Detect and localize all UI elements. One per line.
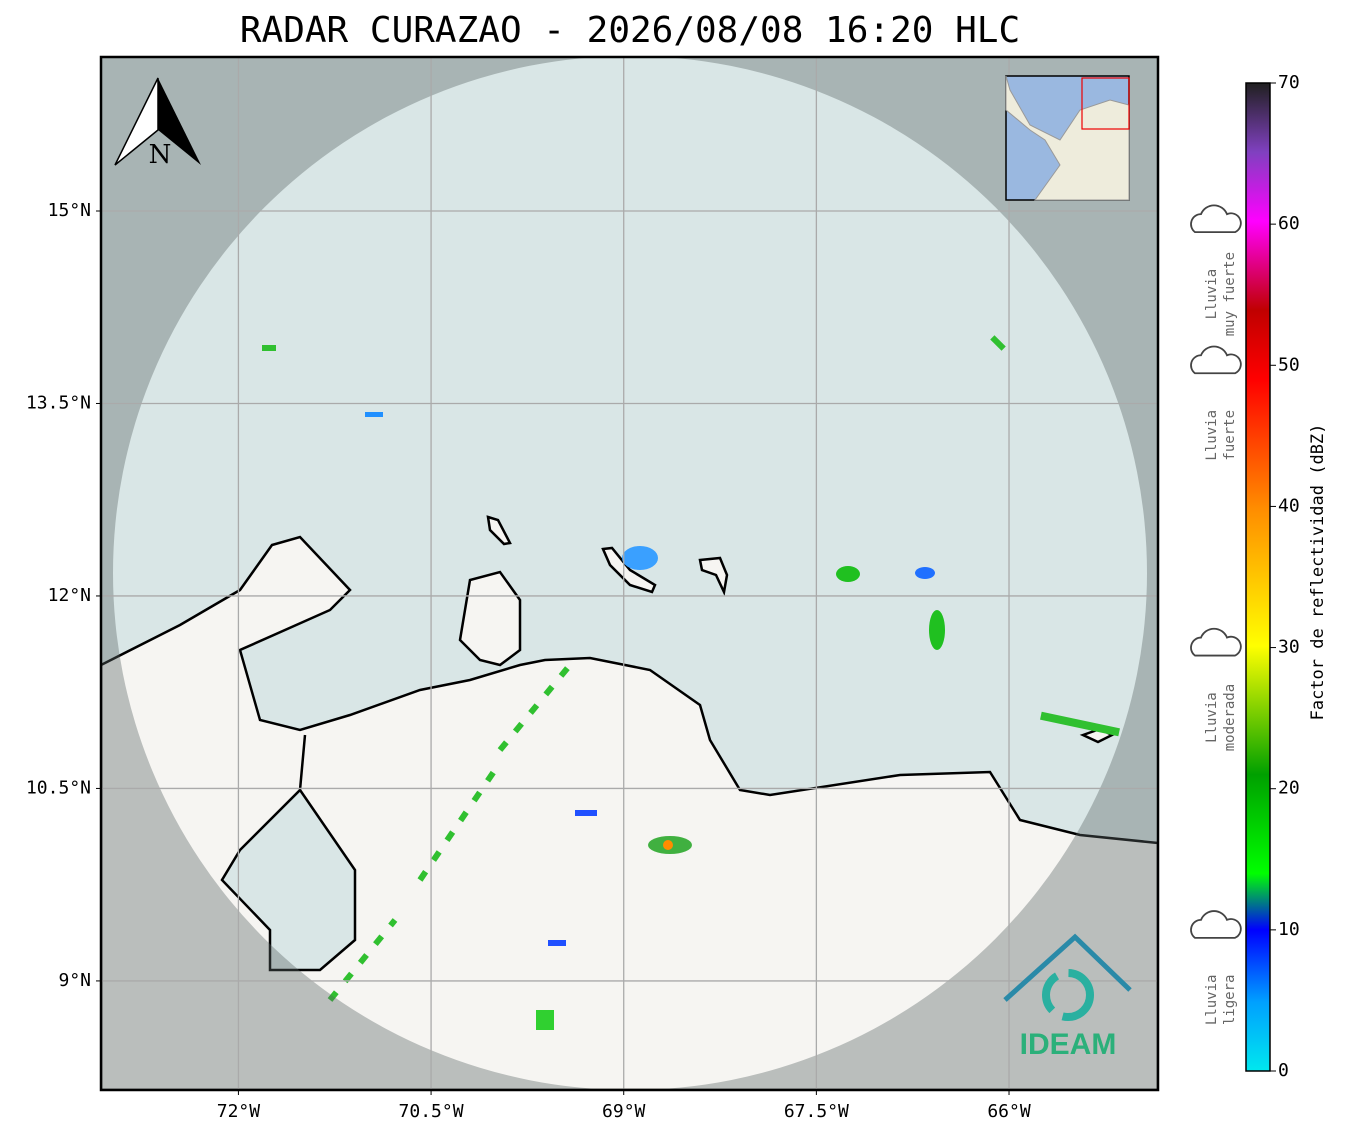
colorbar-tick-label: 30 [1278,637,1300,658]
legend-label: moderada [1222,684,1238,751]
legend-label: fuerte [1222,410,1238,461]
y-tick-label: 13.5°N [26,392,91,413]
colorbar-tick-label: 40 [1278,495,1300,516]
colorbar-label: Factor de reflectividad (dBZ) [1308,424,1328,721]
radar-echoes [262,335,1120,1030]
logo: IDEAM [1003,933,1132,1061]
title: RADAR CURAZAO - 2026/08/08 16:20 HLC [240,10,1020,51]
x-tick-label: 67.5°W [784,1101,849,1122]
colorbar-tick-label: 60 [1278,213,1300,234]
rain-icon [1190,345,1242,375]
map-frame [99,55,1160,1092]
legend-label: Lluvia [1204,975,1220,1026]
legend-label: ligera [1222,975,1238,1026]
paraguana [458,570,522,667]
legend-label: muy fuerte [1222,252,1238,336]
land [101,535,1158,1090]
legend-label: Lluvia [1204,692,1220,743]
y-tick-label: 10.5°N [26,777,91,798]
legend-item: Lluvia moderada [1190,627,1242,751]
rain-icon [1190,204,1242,234]
lake-maracaibo [220,734,357,972]
colorbar-tick-label: 20 [1278,778,1300,799]
colorbar-tick-label: 50 [1278,354,1300,375]
bonaire [698,556,729,597]
rain-icon [1190,910,1242,939]
legend-label: Lluvia [1204,410,1220,461]
map [101,57,1158,1090]
curacao [601,546,657,594]
legend-item: Lluvia ligera [1190,910,1242,1026]
colorbar-tick-label: 0 [1278,1060,1289,1081]
y-tick-label: 15°N [48,200,91,221]
logo-text: IDEAM [1020,1028,1117,1061]
colorbar-tick-label: 10 [1278,919,1300,940]
colorbar [1245,82,1271,1072]
x-tick-label: 72°W [217,1101,261,1122]
rain-icon [1190,627,1242,657]
legend-item: Lluvia fuerte [1190,345,1242,461]
x-tick-label: 70.5°W [399,1101,464,1122]
legend-item: Lluvia muy fuerte [1190,204,1242,336]
north-arrow: N [114,77,201,170]
colorbar-tick-label: 70 [1278,72,1300,93]
x-tick-label: 66°W [987,1101,1031,1122]
north-label: N [149,140,172,170]
x-tick-label: 69°W [602,1101,646,1122]
y-tick-label: 12°N [48,585,91,606]
legend-label: Lluvia [1204,269,1220,320]
y-tick-label: 9°N [58,970,91,991]
aruba [486,515,512,546]
inset-map [1005,75,1130,201]
